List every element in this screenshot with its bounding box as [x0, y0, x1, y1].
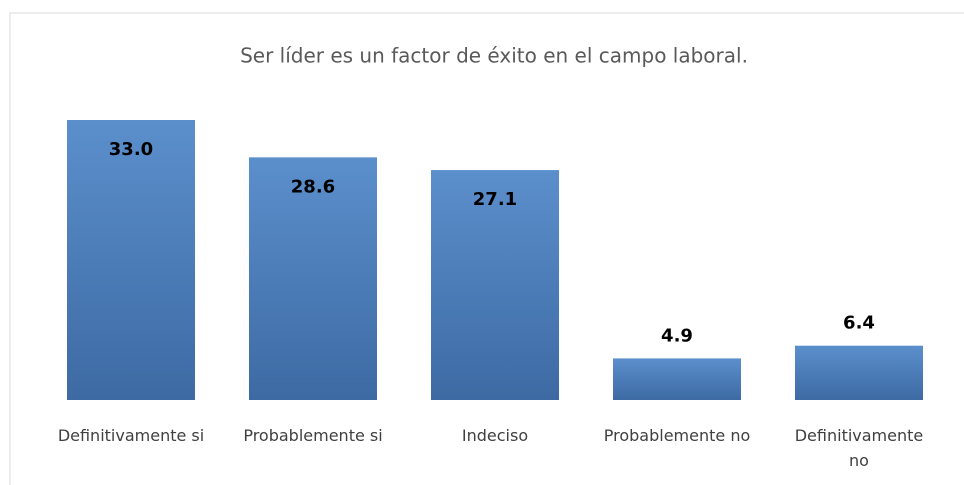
x-tick-label: Probablemente si [243, 426, 383, 445]
value-label: 28.6 [291, 176, 335, 197]
value-label: 6.4 [843, 313, 875, 334]
bar [795, 345, 923, 400]
bar [67, 120, 195, 400]
chart-title: Ser líder es un factor de éxito en el ca… [240, 44, 748, 68]
x-tick-label: Definitivamente si [57, 426, 205, 445]
value-label: 4.9 [661, 325, 693, 346]
bar [613, 358, 741, 400]
value-label: 33.0 [109, 139, 153, 160]
x-tick-label: Definitivamente no [794, 426, 924, 470]
x-tick-label: Probablemente no [603, 426, 751, 445]
x-tick-label: Indeciso [461, 426, 529, 445]
value-label: 27.1 [473, 189, 517, 210]
bar [431, 170, 559, 400]
bar [249, 157, 377, 400]
